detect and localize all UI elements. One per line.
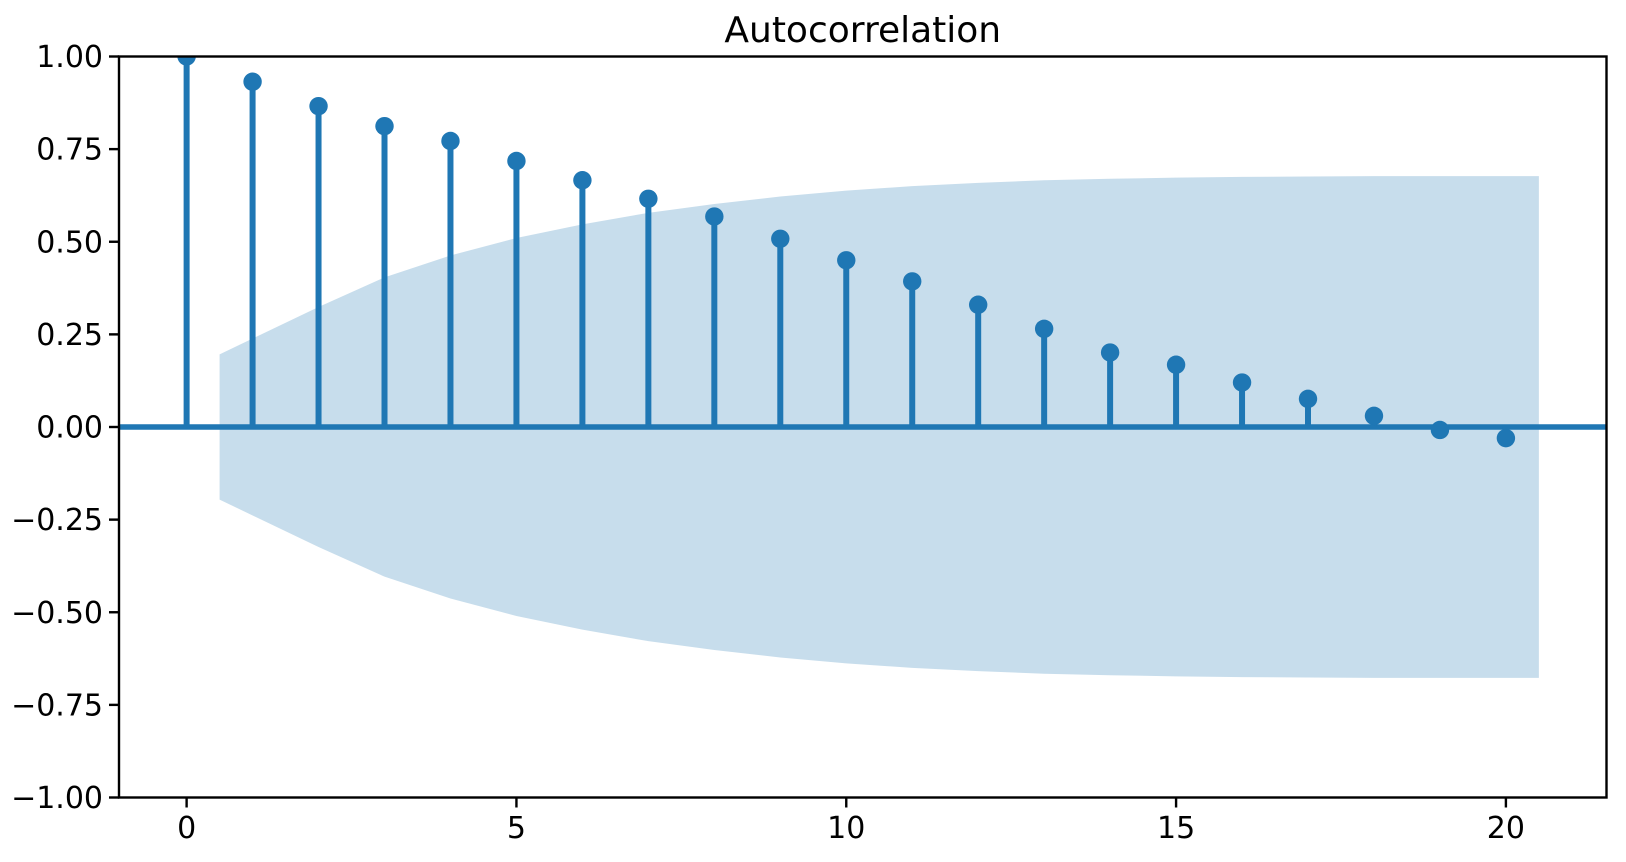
acf-marker-lag-5 <box>507 151 526 171</box>
acf-marker-lag-13 <box>1034 319 1054 339</box>
x-tick-label: 0 <box>177 811 196 846</box>
x-tick-label: 10 <box>827 811 865 846</box>
acf-marker-lag-0 <box>177 56 196 66</box>
acf-marker-lag-9 <box>771 229 790 248</box>
acf-marker-lag-6 <box>573 171 592 190</box>
axes-layer: 1.00 0.75 0.50 0.25 0.00 −0.25 −0.50 −0.75 −1.00… <box>11 40 1608 846</box>
y-tick-label: 0.75 <box>36 133 103 168</box>
acf-marker-lag-7 <box>639 189 658 208</box>
chart-title: Autocorrelation <box>724 10 1001 51</box>
acf-marker-lag-20 <box>1496 428 1516 448</box>
y-tick-label: −0.75 <box>11 688 103 723</box>
acf-marker-lag-4 <box>441 131 460 151</box>
acf-marker-lag-11 <box>903 272 922 291</box>
y-tick-label: 0.50 <box>36 225 103 260</box>
y-tick-label: 0.00 <box>36 411 103 446</box>
data-layer <box>119 56 1607 448</box>
acf-marker-lag-16 <box>1232 373 1252 392</box>
acf-marker-lag-15 <box>1166 355 1186 374</box>
y-tick-label: −0.50 <box>11 596 103 631</box>
acf-marker-lag-19 <box>1430 420 1450 440</box>
x-tick-label: 20 <box>1487 811 1525 846</box>
x-tick-label: 5 <box>507 811 526 846</box>
y-tick-label: 0.25 <box>36 318 103 353</box>
acf-marker-lag-18 <box>1364 406 1384 426</box>
acf-marker-lag-2 <box>309 96 328 116</box>
acf-marker-lag-14 <box>1100 343 1120 362</box>
acf-marker-lag-8 <box>705 207 724 226</box>
x-tick-label: 15 <box>1157 811 1195 846</box>
y-tick-label: −1.00 <box>11 781 103 816</box>
acf-marker-lag-3 <box>375 116 394 136</box>
acf-marker-lag-17 <box>1298 389 1318 409</box>
acf-marker-lag-10 <box>837 251 856 270</box>
acf-marker-lag-1 <box>243 72 262 91</box>
acf-marker-lag-12 <box>968 295 988 314</box>
y-tick-label: 1.00 <box>36 40 103 75</box>
y-tick-label: −0.25 <box>11 503 103 538</box>
